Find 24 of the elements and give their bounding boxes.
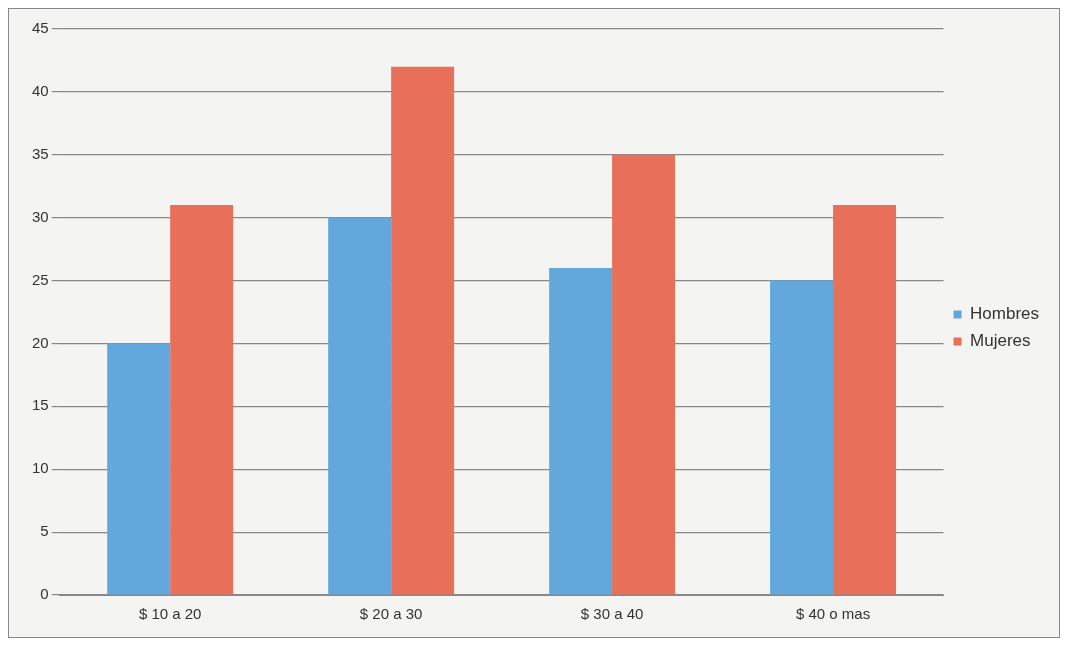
- y-tick-label: 25: [32, 270, 49, 288]
- y-tick-label: 5: [40, 522, 49, 540]
- legend-label: Hombres: [970, 304, 1040, 324]
- y-tick-label: 0: [40, 585, 49, 603]
- bar: [328, 217, 392, 595]
- x-tick-label: $ 40 o mas: [795, 605, 871, 623]
- bar: [170, 205, 234, 595]
- y-tick-label: 35: [32, 144, 49, 162]
- y-tick-label: 30: [32, 207, 49, 225]
- bar: [612, 154, 676, 595]
- y-tick-label: 10: [32, 459, 49, 477]
- bar: [107, 343, 171, 595]
- legend-label: Mujeres: [970, 331, 1031, 351]
- y-tick-label: 20: [32, 333, 49, 351]
- bar: [770, 280, 834, 595]
- bar: [833, 205, 897, 595]
- y-tick-label: 45: [32, 19, 49, 37]
- bar: [391, 66, 455, 595]
- x-tick-label: $ 30 a 40: [580, 605, 644, 623]
- y-tick-label: 15: [32, 396, 49, 414]
- x-tick-label: $ 20 a 30: [359, 605, 423, 623]
- y-tick-label: 40: [32, 82, 49, 100]
- bar: [549, 267, 613, 595]
- x-tick-label: $ 10 a 20: [138, 605, 202, 623]
